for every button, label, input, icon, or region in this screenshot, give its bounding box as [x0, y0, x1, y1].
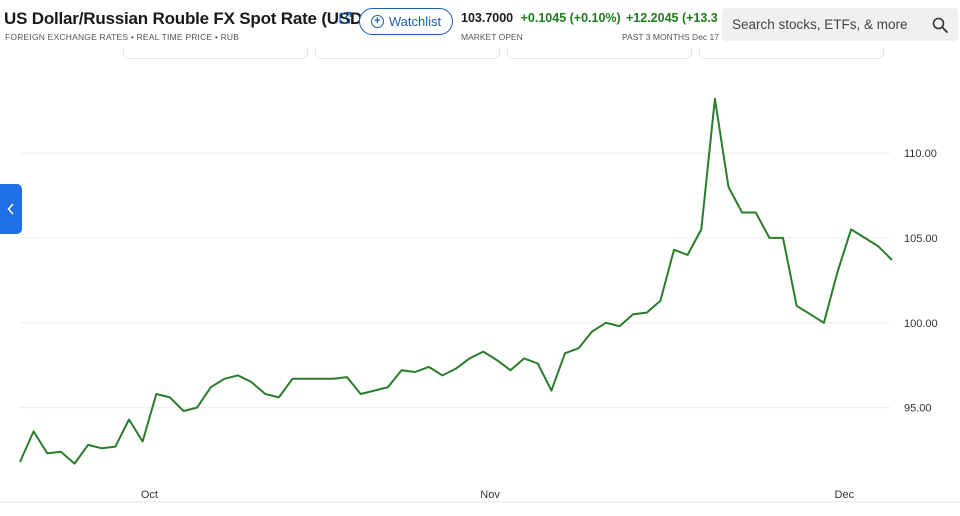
x-axis: Oct Nov Dec — [141, 489, 855, 501]
y-axis: 95.00 100.00 105.00 110.00 — [904, 148, 938, 415]
watchlist-button[interactable]: + Watchlist — [359, 8, 453, 35]
chart-grid — [0, 152, 960, 503]
x-tick-label: Dec — [835, 489, 855, 501]
price: 103.7000 — [461, 11, 514, 25]
quote: 103.7000 +0.1045 (+0.10%) — [461, 11, 621, 25]
watchlist-label: Watchlist — [388, 14, 442, 29]
tab-box[interactable] — [123, 48, 308, 59]
price-change: +0.1045 (+0.10%) — [520, 11, 621, 25]
search-icon[interactable] — [932, 17, 948, 33]
chevron-left-icon — [7, 203, 14, 215]
price-chart[interactable]: 95.00 100.00 105.00 110.00 Oct Nov Dec — [0, 62, 960, 516]
y-tick-label: 100.00 — [904, 318, 938, 330]
x-tick-label: Nov — [480, 489, 500, 501]
x-tick-label: Oct — [141, 489, 158, 501]
tab-box[interactable] — [699, 48, 884, 59]
side-panel-toggle[interactable] — [0, 184, 22, 234]
plus-circle-icon: + — [370, 15, 384, 28]
tab-strip — [0, 48, 960, 62]
header: US Dollar/Russian Rouble FX Spot Rate (U… — [0, 0, 960, 48]
search-placeholder: Search stocks, ETFs, & more — [732, 17, 908, 32]
external-link-icon[interactable] — [338, 11, 352, 25]
market-status: MARKET OPEN — [461, 32, 523, 42]
y-tick-label: 110.00 — [904, 148, 937, 160]
tab-box[interactable] — [507, 48, 692, 59]
instrument-subtitle: FOREIGN EXCHANGE RATES • REAL TIME PRICE… — [5, 32, 240, 42]
period-change: +12.2045 (+13.3 — [626, 11, 718, 25]
page-title: US Dollar/Russian Rouble FX Spot Rate (U… — [4, 9, 404, 28]
tab-box[interactable] — [315, 48, 500, 59]
period-label: PAST 3 MONTHS Dec 17 — [622, 32, 719, 42]
search-input[interactable]: Search stocks, ETFs, & more — [722, 8, 958, 41]
y-tick-label: 105.00 — [904, 233, 938, 245]
y-tick-label: 95.00 — [904, 403, 932, 415]
price-line — [19, 97, 893, 465]
